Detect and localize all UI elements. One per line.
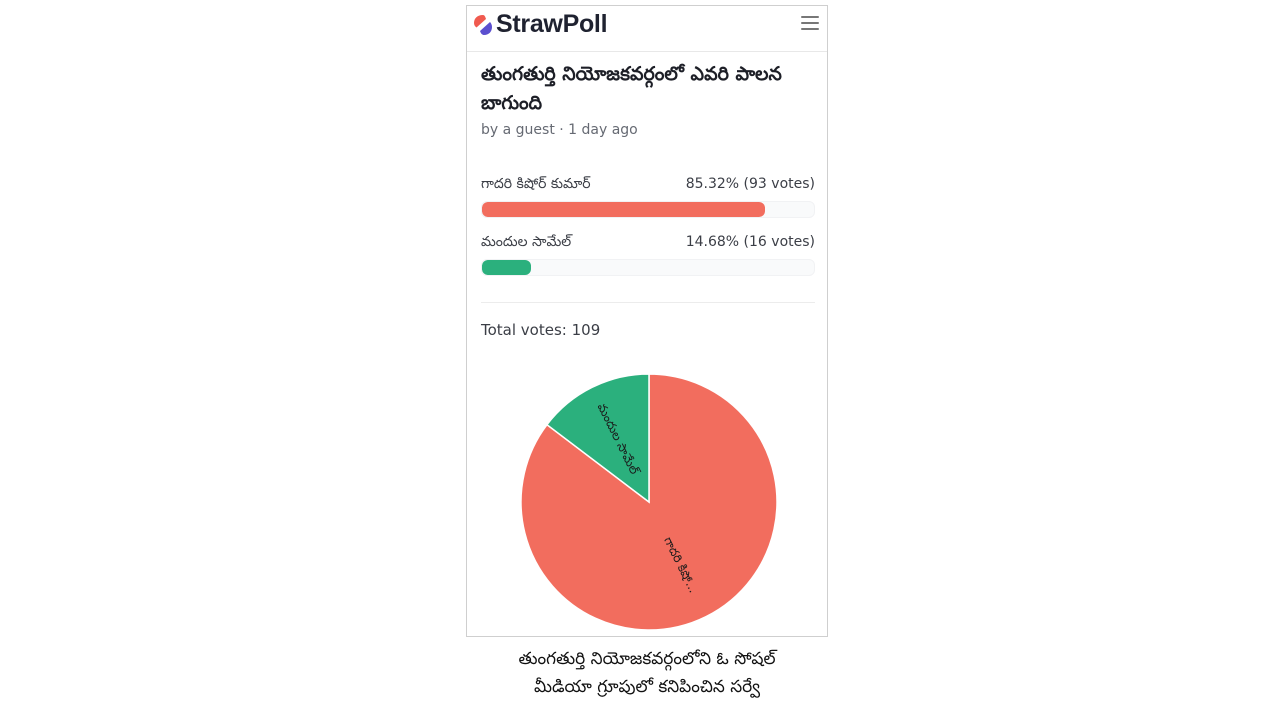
caption-line-1: తుంగతుర్తి నియోజకవర్గంలోని ఓ సోషల్: [518, 649, 776, 669]
image-caption: తుంగతుర్తి నియోజకవర్గంలోని ఓ సోషల్ మీడియ…: [466, 645, 828, 701]
caption-line-2: మీడియా గ్రూపులో కనిపించిన సర్వే: [533, 677, 761, 697]
total-votes: Total votes: 109: [481, 321, 601, 339]
option-stats: 14.68% (16 votes): [685, 234, 815, 250]
logo-text: StrawPoll: [496, 10, 608, 38]
divider: [481, 302, 815, 303]
poll-option-1: గాదరి కిషోర్ కుమార్ 85.32% (93 votes): [481, 174, 815, 218]
result-bar-fill: [482, 260, 531, 275]
poll-option-2: మందుల సామేల్ 14.68% (16 votes): [481, 232, 815, 276]
option-stats: 85.32% (93 votes): [685, 176, 815, 192]
poll-card: StrawPoll తుంగతుర్తి నియోజకవర్గంలో ఎవరి …: [466, 5, 828, 637]
results-pie-chart: గాదరి కిషో...మందుల సామేల్: [520, 373, 778, 631]
strawpoll-logo[interactable]: StrawPoll: [473, 10, 608, 39]
poll-title: తుంగతుర్తి నియోజకవర్గంలో ఎవరి పాలన బాగుం…: [481, 63, 782, 114]
poll-meta: by a guest · 1 day ago: [481, 122, 638, 138]
pie-slice[interactable]: [545, 373, 650, 504]
option-label: మందుల సామేల్: [481, 234, 572, 250]
strawpoll-logo-icon: [474, 14, 492, 35]
result-bar-track: [481, 259, 815, 276]
hamburger-menu-icon[interactable]: [801, 14, 819, 32]
result-bar-track: [481, 201, 815, 218]
result-bar-fill: [482, 202, 766, 217]
app-header: StrawPoll: [467, 6, 827, 52]
option-label: గాదరి కిషోర్ కుమార్: [481, 176, 591, 192]
